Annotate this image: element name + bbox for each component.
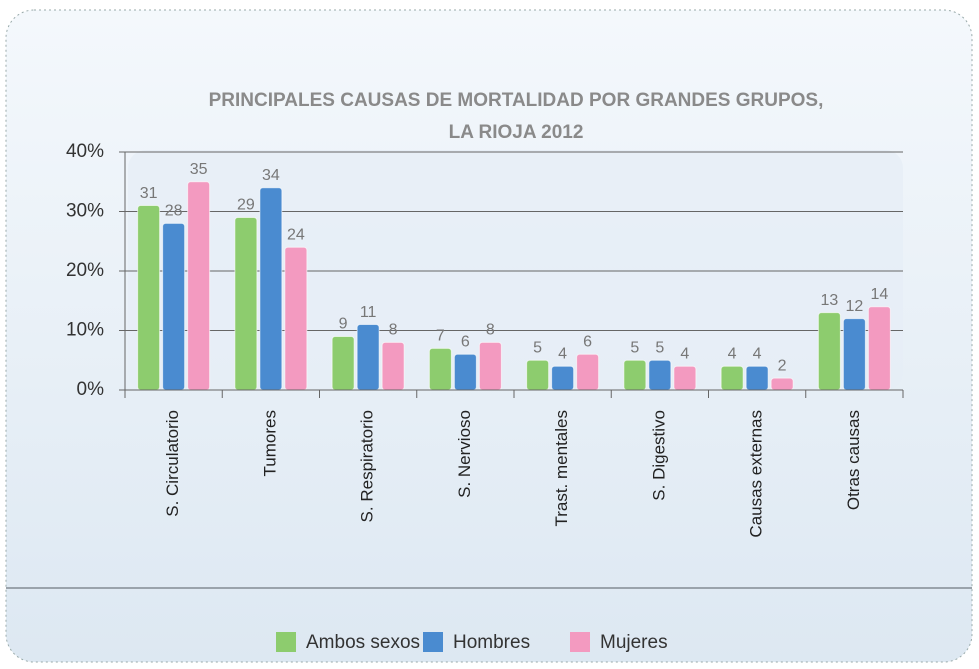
bar <box>527 360 549 390</box>
x-tick-label: S. Circulatorio <box>163 410 182 517</box>
bar <box>138 206 160 390</box>
x-tick-label: S. Respiratorio <box>358 410 377 522</box>
legend-swatch <box>570 632 590 652</box>
legend-swatch <box>276 632 296 652</box>
x-tick-label: S. Digestivo <box>649 410 668 501</box>
page: {"chart_data": {"type": "bar", "title": … <box>0 0 979 669</box>
data-label: 5 <box>533 339 542 356</box>
bar <box>624 360 646 390</box>
data-label: 4 <box>728 345 737 362</box>
bar <box>260 188 282 390</box>
x-tick-label: S. Nervioso <box>455 410 474 498</box>
data-label: 13 <box>820 292 838 309</box>
legend-label: Hombres <box>453 632 530 653</box>
data-label: 6 <box>461 334 470 351</box>
legend-label: Ambos sexos <box>306 632 420 653</box>
bar <box>746 366 768 390</box>
bar <box>382 342 404 390</box>
x-tick-label: Trast. mentales <box>552 410 571 527</box>
data-label: 12 <box>845 298 863 315</box>
chart: PRINCIPALES CAUSAS DE MORTALIDAD POR GRA… <box>0 0 979 669</box>
x-tick-label: Otras causas <box>844 410 863 510</box>
data-label: 29 <box>237 197 255 214</box>
bar <box>721 366 743 390</box>
bar <box>429 348 451 390</box>
data-label: 7 <box>436 328 445 345</box>
y-tick-label: 20% <box>66 260 104 281</box>
bar <box>454 354 476 390</box>
data-label: 5 <box>630 339 639 356</box>
data-label: 4 <box>558 345 567 362</box>
bar <box>332 336 354 390</box>
data-label: 5 <box>655 339 664 356</box>
data-label: 35 <box>190 161 208 178</box>
bar <box>649 360 671 390</box>
data-label: 31 <box>140 185 158 202</box>
data-label: 11 <box>360 304 377 321</box>
bar <box>868 307 890 390</box>
bar <box>674 366 696 390</box>
bar <box>818 313 840 390</box>
y-tick-label: 30% <box>66 201 104 222</box>
chart-title: LA RIOJA 2012 <box>449 122 584 143</box>
data-label: 8 <box>389 322 398 339</box>
bar <box>285 247 307 390</box>
bar <box>771 378 793 390</box>
bar <box>552 366 574 390</box>
data-label: 2 <box>778 357 787 374</box>
legend-swatch <box>423 632 443 652</box>
data-label: 24 <box>287 226 305 243</box>
bar <box>479 342 501 390</box>
data-label: 4 <box>680 345 689 362</box>
y-tick-label: 0% <box>77 379 105 400</box>
bar <box>235 217 257 390</box>
chart-title: PRINCIPALES CAUSAS DE MORTALIDAD POR GRA… <box>209 90 824 111</box>
y-tick-label: 40% <box>66 141 104 162</box>
y-tick-label: 10% <box>66 320 104 341</box>
bar <box>843 319 865 390</box>
data-label: 8 <box>486 322 495 339</box>
bar <box>188 182 210 390</box>
legend-label: Mujeres <box>600 632 668 653</box>
data-label: 4 <box>753 345 762 362</box>
bar <box>577 354 599 390</box>
x-tick-label: Tumores <box>260 410 279 476</box>
data-label: 34 <box>262 167 280 184</box>
bar <box>357 325 379 390</box>
data-label: 14 <box>870 286 888 303</box>
x-tick-label: Causas externas <box>747 410 766 538</box>
data-label: 6 <box>583 334 592 351</box>
bar <box>163 223 185 390</box>
data-label: 28 <box>165 203 183 220</box>
data-label: 9 <box>339 316 348 333</box>
